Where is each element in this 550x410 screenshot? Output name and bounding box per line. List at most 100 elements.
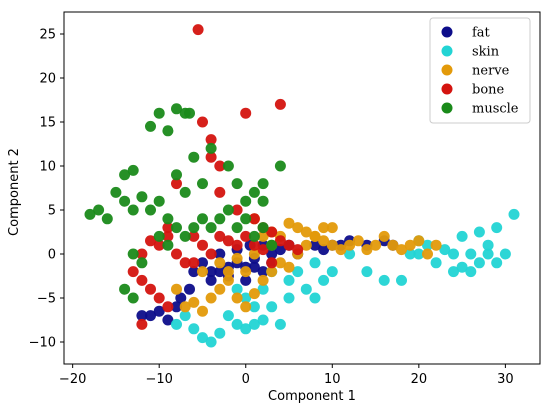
data-point <box>145 120 156 132</box>
x-tick-label: 20 <box>411 372 428 387</box>
data-point <box>240 292 252 304</box>
data-point <box>430 257 442 269</box>
data-point <box>153 239 165 251</box>
data-point <box>214 327 226 339</box>
data-point <box>184 107 195 119</box>
legend-marker-muscle <box>441 102 453 114</box>
data-point <box>162 213 174 225</box>
series-muscle <box>84 103 286 304</box>
legend-label-nerve: nerve <box>472 64 510 79</box>
x-tick-label: −20 <box>59 372 86 387</box>
data-point <box>266 257 278 269</box>
data-point <box>136 191 148 203</box>
data-point <box>283 274 295 286</box>
data-point <box>378 230 390 242</box>
y-tick-label: 25 <box>39 28 56 43</box>
data-point <box>188 296 200 308</box>
data-point <box>248 318 260 330</box>
data-point <box>136 318 148 330</box>
data-point <box>231 222 243 234</box>
data-point <box>335 244 347 256</box>
y-tick-label: −5 <box>37 292 56 307</box>
data-point <box>266 226 278 238</box>
data-point <box>257 266 269 278</box>
data-point <box>197 332 208 344</box>
data-point <box>197 116 208 128</box>
data-point <box>214 213 226 225</box>
data-point <box>240 266 252 278</box>
data-point <box>222 235 234 247</box>
y-tick-label: 0 <box>48 248 56 263</box>
data-point <box>248 288 260 300</box>
data-point <box>197 178 208 190</box>
data-point <box>404 248 416 260</box>
series-bone <box>127 24 304 330</box>
data-point <box>465 248 477 260</box>
data-point <box>370 239 382 251</box>
data-point <box>179 310 191 322</box>
data-point <box>422 248 433 260</box>
data-point <box>491 257 503 269</box>
data-point <box>248 213 260 225</box>
data-point <box>171 283 182 295</box>
data-point <box>127 266 139 278</box>
data-point <box>292 244 304 256</box>
data-point <box>309 230 321 242</box>
data-point <box>240 107 252 119</box>
data-point <box>222 274 234 286</box>
data-point <box>344 239 356 251</box>
data-point <box>257 244 269 256</box>
data-point <box>205 142 217 154</box>
legend-box <box>429 17 531 124</box>
data-point <box>153 292 165 304</box>
data-point <box>309 239 321 251</box>
data-point <box>101 213 113 225</box>
data-point <box>413 235 425 247</box>
data-point <box>205 151 217 163</box>
data-point <box>205 336 217 348</box>
data-point <box>179 230 191 242</box>
data-point <box>110 186 122 198</box>
x-tick-label: 0 <box>242 372 250 387</box>
x-tick-label: −10 <box>145 372 172 387</box>
data-point <box>274 160 286 172</box>
data-point <box>171 178 182 190</box>
data-point <box>162 301 174 313</box>
data-point <box>283 239 295 251</box>
data-point <box>266 239 278 251</box>
legend-marker-skin <box>441 45 453 57</box>
data-point <box>257 314 269 326</box>
legend-label-muscle: muscle <box>472 102 519 117</box>
data-point <box>153 305 165 317</box>
data-point <box>222 310 234 322</box>
data-point <box>119 283 131 295</box>
data-point <box>456 261 468 273</box>
data-point <box>188 230 200 242</box>
data-point <box>257 283 269 295</box>
data-point <box>171 222 182 234</box>
data-point <box>192 24 204 36</box>
plot-area <box>84 24 520 348</box>
data-point <box>197 266 208 278</box>
data-point <box>127 164 139 176</box>
data-point <box>352 235 364 247</box>
data-point <box>240 323 252 335</box>
data-point <box>145 310 156 322</box>
data-point <box>127 248 139 260</box>
data-point <box>205 292 217 304</box>
y-axis-title: Component 2 <box>7 148 22 236</box>
data-point <box>300 226 312 238</box>
data-point <box>231 178 243 190</box>
data-point <box>188 266 200 278</box>
data-point <box>240 213 252 225</box>
data-point <box>119 195 131 207</box>
data-point <box>300 283 312 295</box>
data-point <box>499 248 511 260</box>
series-skin <box>171 208 520 348</box>
data-point <box>465 266 477 278</box>
data-point <box>318 235 330 247</box>
data-point <box>266 266 278 278</box>
data-point <box>162 239 174 251</box>
data-point <box>257 178 269 190</box>
